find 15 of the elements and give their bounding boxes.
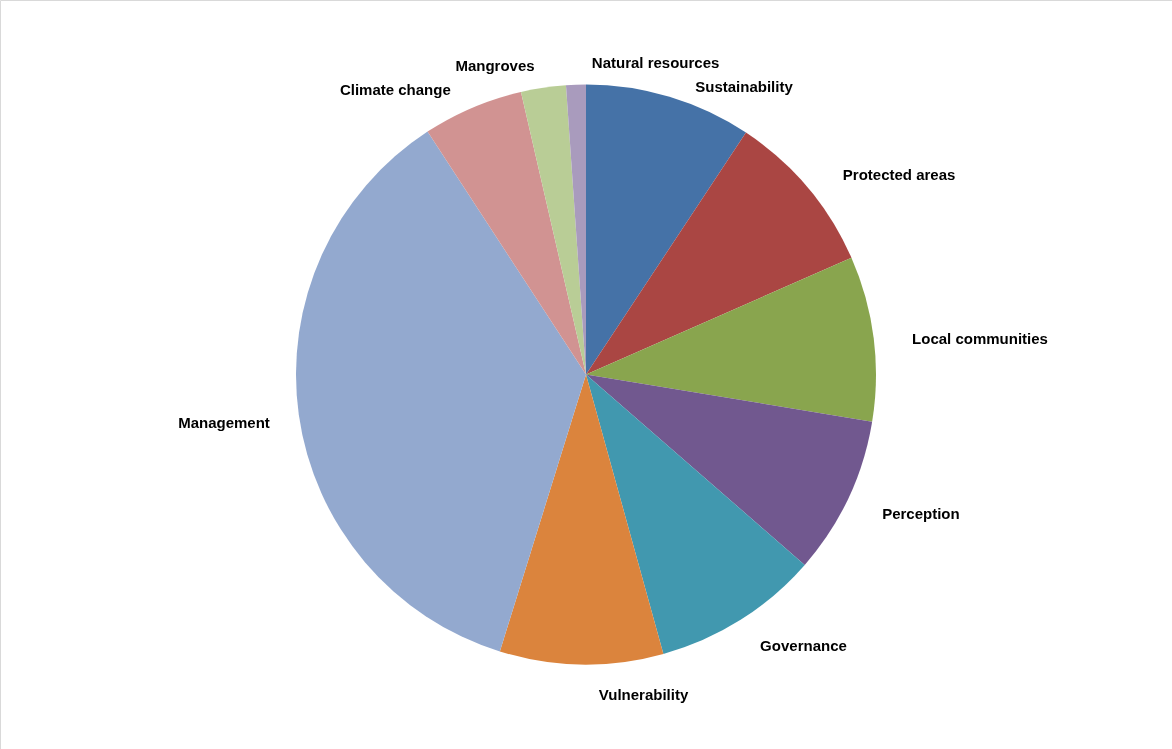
slice-label: Governance — [760, 637, 847, 655]
slice-label: Natural resources — [591, 54, 720, 72]
pie-slice — [586, 374, 873, 565]
slice-label: Vulnerability — [598, 685, 689, 703]
pie-slice — [499, 374, 664, 665]
slice-label: Protected areas — [842, 166, 956, 184]
pie-slice — [586, 257, 876, 422]
slice-label: Perception — [882, 504, 960, 522]
pie-slice — [296, 131, 586, 652]
slice-label: Local communities — [912, 330, 1048, 348]
pie-slice — [520, 85, 586, 375]
slice-label: Sustainability — [695, 78, 794, 96]
slice-label: Management — [178, 413, 270, 431]
slice-label: Climate change — [339, 81, 451, 99]
slice-label: Mangroves — [455, 57, 535, 75]
